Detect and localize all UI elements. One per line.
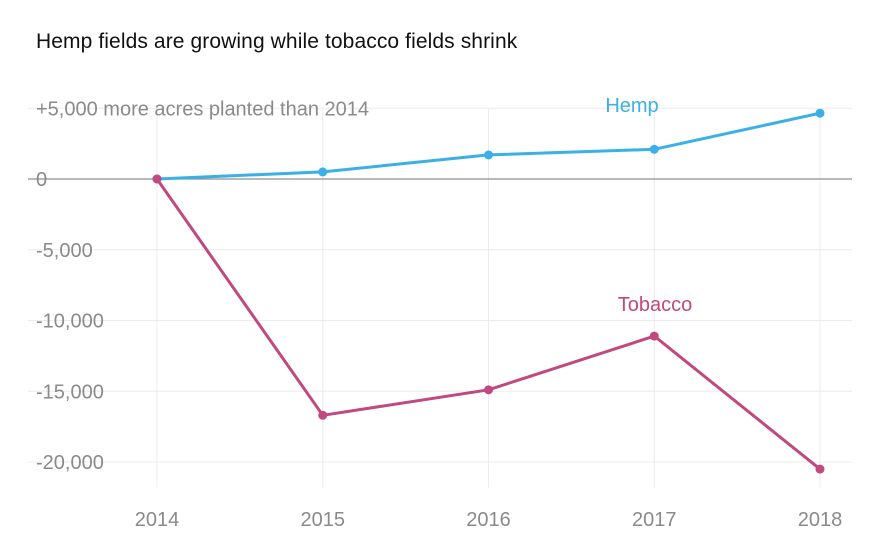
data-point-tobacco	[484, 385, 493, 395]
series-label-hemp: Hemp	[605, 95, 658, 117]
axis-layer: 0 -5,000 -10,000 -15,000 -20,000 +5,000 more …	[28, 98, 852, 531]
chart-title: Hemp fields are growing while tobacco fi…	[36, 30, 518, 53]
data-point-tobacco	[152, 174, 162, 184]
data-point-hemp	[815, 108, 825, 118]
data-point-hemp	[484, 150, 493, 160]
x-tick-label: 2014	[135, 509, 180, 531]
data-point-tobacco	[815, 464, 825, 474]
y-tick-label: 0	[36, 169, 47, 191]
series-layer	[152, 108, 825, 474]
y-tick-label: -10,000	[36, 311, 104, 333]
x-tick-label: 2016	[466, 509, 511, 531]
data-point-hemp	[318, 167, 328, 177]
data-point-tobacco	[649, 331, 659, 341]
y-tick-label: -15,000	[36, 381, 104, 403]
y-axis-label: +5,000 more acres planted than 2014	[36, 98, 369, 120]
label-layer: Hemp Tobacco	[605, 95, 692, 316]
x-tick-label: 2017	[632, 509, 677, 531]
y-tick-label: -5,000	[36, 240, 93, 262]
x-tick-label: 2015	[301, 509, 346, 531]
series-label-tobacco: Tobacco	[618, 294, 693, 316]
x-tick-label: 2018	[798, 509, 843, 531]
data-point-hemp	[649, 144, 659, 154]
data-point-tobacco	[318, 410, 328, 420]
grid-layer	[28, 107, 852, 488]
y-tick-label: -20,000	[36, 452, 104, 474]
